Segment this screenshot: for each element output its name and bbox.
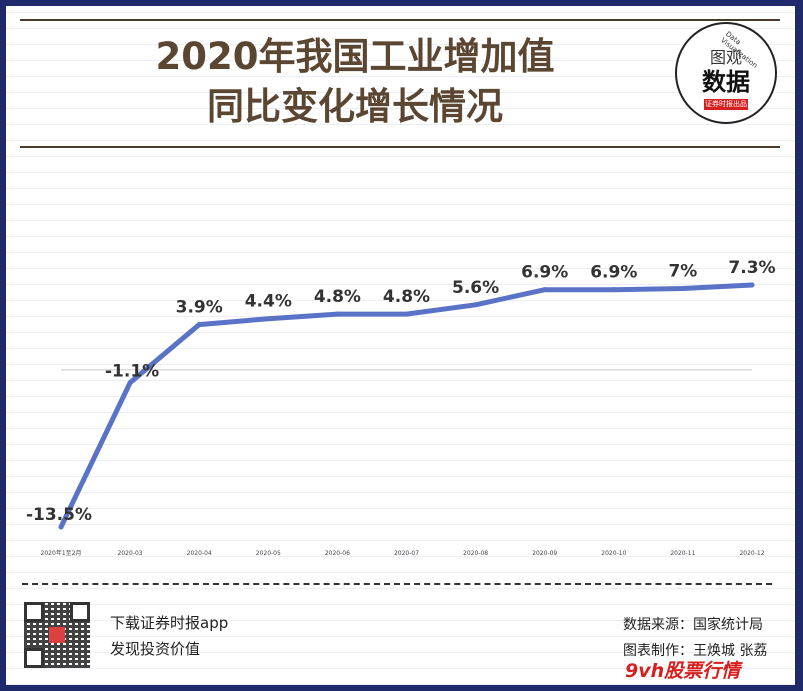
data-source: 数据来源：国家统计局 <box>623 617 763 633</box>
data-label: 6.9% <box>521 263 568 283</box>
series-line <box>58 282 755 530</box>
top-rule <box>20 19 780 21</box>
x-tick-label: 2020-04 <box>187 550 212 557</box>
chart-title-line1: 2020年我国工业增加值 <box>155 35 555 78</box>
promo-line1: 下载证券时报app <box>110 614 229 632</box>
chart-card <box>6 6 795 685</box>
x-tick-label: 2020-10 <box>601 550 626 557</box>
data-label: 5.6% <box>452 278 499 298</box>
badge-red-strip: 证券时报出品 <box>704 99 748 110</box>
data-point <box>58 524 64 530</box>
chart-title-line2: 同比变化增长情况 <box>207 85 503 128</box>
data-point <box>127 380 133 386</box>
data-label: 3.9% <box>176 298 223 318</box>
data-label: 4.4% <box>245 292 292 312</box>
data-point <box>196 322 202 328</box>
title-bottom-rule <box>20 146 780 148</box>
x-tick-label: 2020-05 <box>256 550 281 557</box>
data-point <box>749 282 755 288</box>
data-point <box>334 311 340 317</box>
x-tick-label: 2020-03 <box>118 550 143 557</box>
data-visualization-badge: Data Visualization 图观 数据 证券时报出品 <box>675 22 777 124</box>
badge-top-text: 图观 <box>709 48 742 67</box>
data-point <box>404 311 409 317</box>
qr-code[interactable] <box>24 602 90 668</box>
watermark-logo: 9vh股票行情 <box>625 660 741 682</box>
x-tick-label: 2020年1至2月 <box>41 549 82 557</box>
x-tick-label: 2020-07 <box>394 550 419 557</box>
data-label: 7.3% <box>728 258 775 278</box>
qr-logo <box>49 627 65 643</box>
x-tick-label: 2020-08 <box>463 550 488 557</box>
data-label: -13.5% <box>26 505 92 525</box>
data-label: 6.9% <box>590 263 637 283</box>
data-label: 4.8% <box>383 287 430 307</box>
data-point <box>611 287 617 293</box>
qr-corner <box>24 648 44 668</box>
footer-divider <box>22 583 772 585</box>
x-tick-label: 2020-06 <box>325 550 350 557</box>
data-point <box>542 287 548 293</box>
chart-credit: 图表制作：王焕城 张荔 <box>623 643 768 659</box>
data-point <box>265 316 271 322</box>
badge-main-text: 数据 <box>702 68 750 96</box>
x-tick-label: 2020-11 <box>670 550 695 557</box>
data-point <box>680 285 686 291</box>
data-label: 7% <box>668 261 697 281</box>
data-label: 4.8% <box>314 287 361 307</box>
x-tick-label: 2020-12 <box>739 550 764 557</box>
x-tick-label: 2020-09 <box>532 550 557 557</box>
data-point <box>473 302 479 308</box>
data-label: -1.1% <box>105 362 159 382</box>
promo-line2: 发现投资价值 <box>110 640 201 658</box>
